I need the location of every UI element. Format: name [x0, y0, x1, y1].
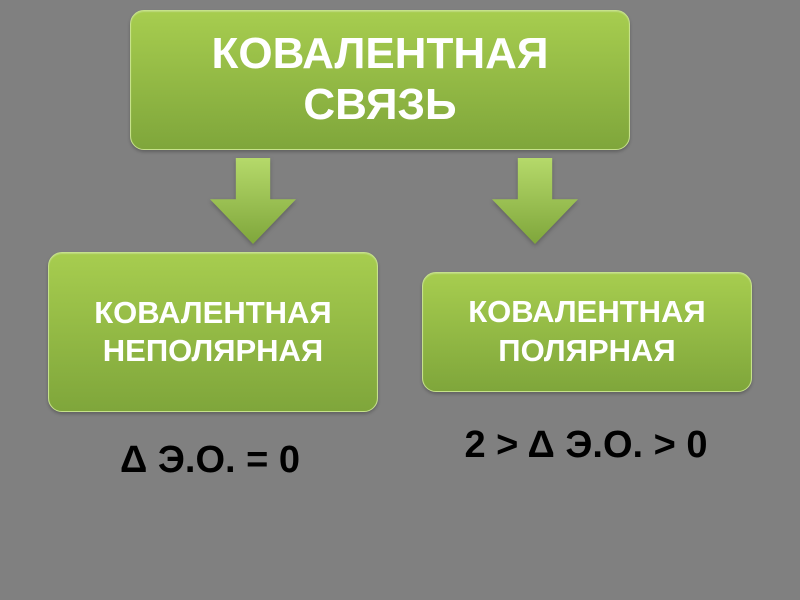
formula-nonpolar-text: Δ Э.О. = 0 [120, 439, 300, 481]
child-node-nonpolar-label: КОВАЛЕНТНАЯ НЕПОЛЯРНАЯ [63, 294, 363, 370]
arrow-down-right-icon [492, 158, 578, 244]
child-node-nonpolar-box: КОВАЛЕНТНАЯ НЕПОЛЯРНАЯ [48, 252, 378, 412]
formula-polar-text: 2 > Δ Э.О. > 0 [464, 424, 707, 466]
root-node-label: КОВАЛЕНТНАЯ СВЯЗЬ [145, 29, 615, 130]
formula-nonpolar: Δ Э.О. = 0 [75, 440, 345, 482]
formula-polar: 2 > Δ Э.О. > 0 [426, 425, 746, 467]
arrow-down-left-icon [210, 158, 296, 244]
child-node-polar-box: КОВАЛЕНТНАЯ ПОЛЯРНАЯ [422, 272, 752, 392]
child-node-polar-label: КОВАЛЕНТНАЯ ПОЛЯРНАЯ [437, 293, 737, 371]
root-node-box: КОВАЛЕНТНАЯ СВЯЗЬ [130, 10, 630, 150]
